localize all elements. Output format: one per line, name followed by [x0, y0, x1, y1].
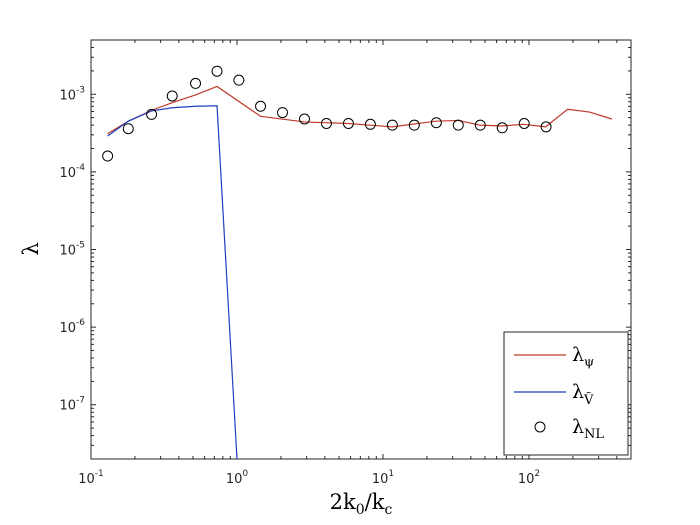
y-tick-label: 10-4 — [59, 163, 85, 181]
scatter-point — [364, 118, 376, 130]
y-tick-exp: -5 — [76, 241, 85, 251]
scatter-point — [233, 74, 245, 86]
y-tick-exp: -7 — [76, 396, 85, 406]
legend-box — [503, 331, 629, 456]
x-tick-label: 102 — [518, 469, 540, 487]
legend-label-psi: λψ — [572, 344, 594, 370]
legend: λψ λṼ λNL — [503, 331, 629, 456]
legend-label-v: λṼ — [572, 381, 594, 408]
x-tick-label: 10-1 — [78, 469, 104, 487]
y-axis-label: λ — [19, 242, 43, 255]
scatter-point — [146, 108, 158, 120]
y-tick-label: 10-7 — [59, 396, 85, 414]
scatter-point — [452, 119, 464, 131]
x-label-main: 2k — [330, 490, 356, 514]
x-tick-exp: -1 — [95, 469, 104, 479]
scatter-point — [166, 90, 178, 102]
x-tick-base: 10 — [372, 472, 389, 487]
x-label-sub0: 0 — [356, 502, 365, 518]
scatter-point — [496, 122, 508, 134]
y-tick-exp: -3 — [76, 85, 85, 95]
y-tick-base: 10 — [59, 399, 76, 414]
x-tick-labels: 10-1 100 101 102 — [78, 469, 540, 487]
x-tick-label: 101 — [372, 469, 394, 487]
y-tick-base: 10 — [59, 244, 76, 259]
scatter-point — [342, 117, 354, 129]
x-tick-base: 10 — [518, 472, 535, 487]
scatter-point — [386, 119, 398, 131]
legend-v-sub: Ṽ — [583, 392, 594, 408]
scatter-point — [320, 117, 332, 129]
x-tick-label: 100 — [226, 469, 249, 487]
y-tick-exp: -4 — [76, 163, 85, 173]
y-tick-base: 10 — [59, 321, 76, 336]
legend-psi-sub: ψ — [584, 355, 594, 370]
x-axis-label: 2k0/kc — [330, 490, 393, 518]
series-layer — [102, 65, 613, 459]
scatter-point — [298, 113, 310, 125]
x-label-mid: /k — [365, 490, 385, 514]
scatter-point — [430, 117, 442, 129]
y-tick-labels: 10-710-610-510-410-3 — [59, 85, 85, 413]
y-tick-base: 10 — [59, 166, 76, 181]
legend-marker-nl — [534, 421, 546, 433]
scatter-point — [122, 123, 134, 135]
scatter-point — [518, 117, 530, 129]
scatter-point — [408, 119, 420, 131]
legend-psi-base: λ — [572, 344, 584, 366]
x-tick-exp: 0 — [242, 469, 248, 479]
scatter-point — [211, 65, 223, 77]
legend-label-nl: λNL — [572, 416, 604, 442]
y-tick-label: 10-6 — [59, 318, 85, 336]
x-tick-base: 10 — [226, 472, 243, 487]
scatter-point — [102, 150, 114, 162]
scatter-point — [190, 77, 202, 89]
scatter-point — [276, 107, 288, 119]
x-label-sub1: c — [384, 502, 392, 518]
scatter-point — [474, 119, 486, 131]
scatter-point — [540, 121, 552, 133]
y-tick-label: 10-3 — [59, 85, 85, 103]
y-tick-label: 10-5 — [59, 241, 85, 259]
series-line-1 — [107, 105, 238, 459]
legend-nl-sub: NL — [584, 427, 604, 442]
legend-v-base: λ — [572, 381, 584, 403]
y-tick-exp: -6 — [76, 318, 85, 328]
series-line-0 — [107, 85, 613, 135]
y-tick-base: 10 — [59, 88, 76, 103]
legend-nl-base: λ — [572, 416, 584, 438]
x-tick-base: 10 — [78, 472, 95, 487]
x-tick-exp: 2 — [534, 469, 540, 479]
x-tick-exp: 1 — [388, 469, 394, 479]
scatter-point — [255, 100, 267, 112]
